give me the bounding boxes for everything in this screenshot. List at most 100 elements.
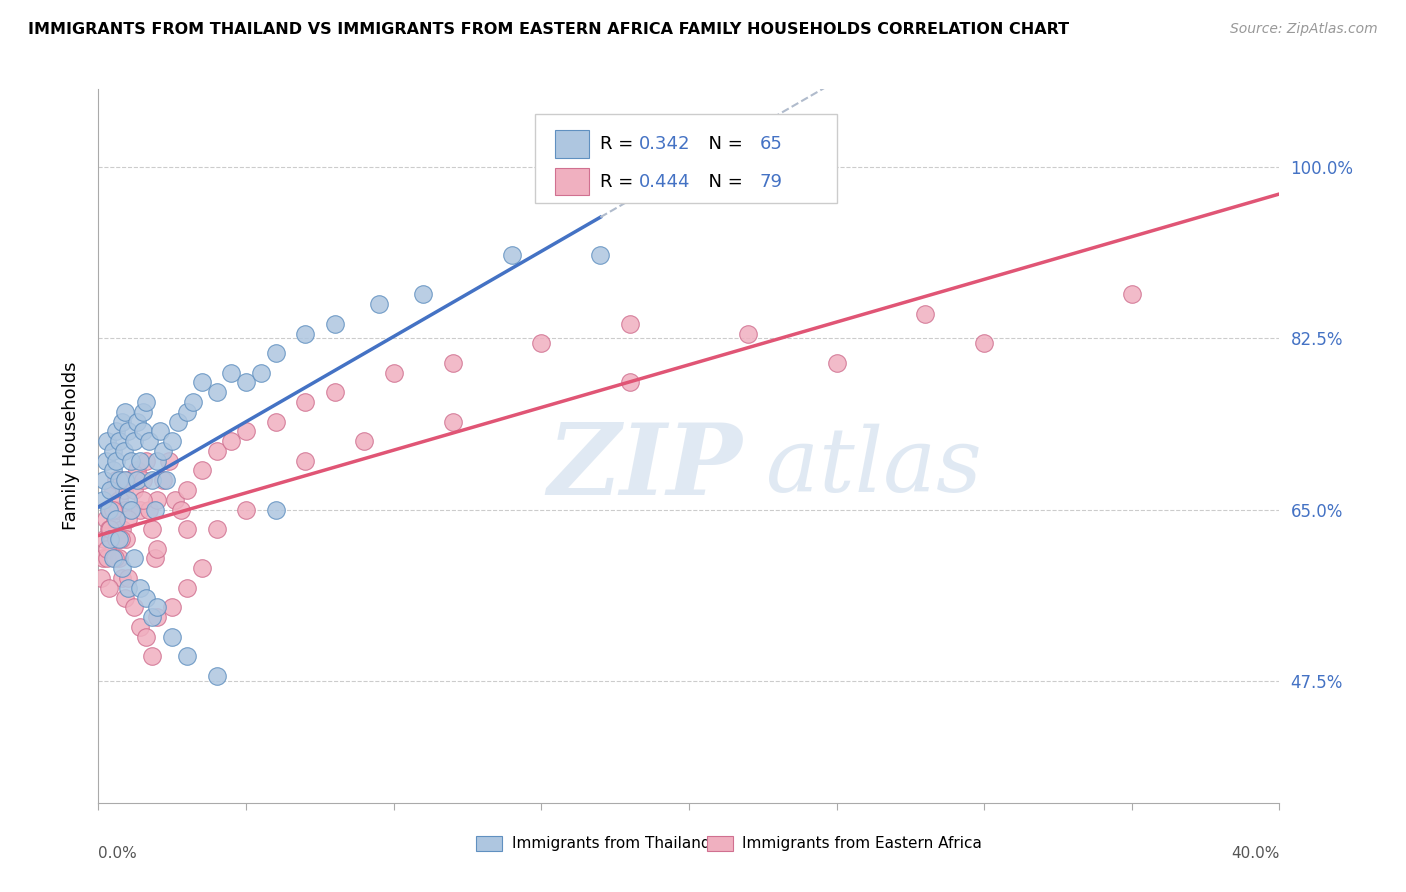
Text: N =: N = — [697, 173, 749, 191]
Point — [235, 502, 257, 516]
Point — [128, 620, 150, 634]
Point — [264, 502, 287, 516]
Point — [146, 600, 169, 615]
Point — [122, 434, 145, 449]
Point — [323, 385, 346, 400]
Point — [146, 610, 169, 624]
Point — [221, 434, 243, 449]
Point — [98, 502, 121, 516]
Point — [205, 385, 228, 400]
Point — [441, 415, 464, 429]
Point — [412, 287, 434, 301]
Point — [176, 522, 198, 536]
Point — [110, 473, 132, 487]
Point — [294, 453, 316, 467]
Point — [115, 532, 138, 546]
Point — [152, 473, 174, 487]
Text: 65: 65 — [759, 135, 783, 153]
Text: 0.342: 0.342 — [640, 135, 690, 153]
Point — [97, 502, 120, 516]
Point — [162, 600, 183, 615]
Bar — [555, 130, 589, 158]
Point — [117, 492, 139, 507]
Text: ZIP: ZIP — [547, 419, 742, 516]
Point — [441, 356, 464, 370]
Point — [117, 425, 139, 439]
Point — [135, 395, 157, 409]
Point — [98, 532, 121, 546]
Bar — [477, 836, 502, 851]
Point — [111, 522, 134, 536]
Point — [143, 551, 166, 566]
Point — [157, 453, 180, 467]
Point — [973, 336, 995, 351]
Text: atlas: atlas — [766, 424, 981, 511]
Text: Immigrants from Thailand: Immigrants from Thailand — [512, 836, 710, 851]
Point — [97, 522, 120, 536]
Point — [132, 473, 155, 487]
Point — [94, 512, 117, 526]
Point — [105, 512, 128, 526]
Text: IMMIGRANTS FROM THAILAND VS IMMIGRANTS FROM EASTERN AFRICA FAMILY HOUSEHOLDS COR: IMMIGRANTS FROM THAILAND VS IMMIGRANTS F… — [28, 22, 1069, 37]
Point — [94, 453, 117, 467]
Point — [914, 307, 936, 321]
Point — [143, 502, 166, 516]
Point — [98, 483, 121, 497]
Point — [162, 630, 183, 644]
Point — [250, 366, 273, 380]
Point — [128, 453, 150, 467]
Point — [125, 415, 148, 429]
Point — [105, 532, 128, 546]
Point — [112, 483, 135, 497]
Point — [125, 473, 148, 487]
Point — [107, 502, 129, 516]
Point — [589, 248, 612, 262]
Point — [125, 463, 148, 477]
Point — [181, 395, 204, 409]
Point — [235, 425, 257, 439]
Point — [191, 463, 214, 477]
Point — [111, 561, 134, 575]
FancyBboxPatch shape — [536, 114, 837, 203]
Point — [141, 522, 163, 536]
Point — [135, 630, 157, 644]
Point — [120, 502, 142, 516]
Point — [132, 425, 155, 439]
Point — [170, 502, 193, 516]
Point — [108, 434, 131, 449]
Point — [191, 561, 214, 575]
Point — [114, 591, 136, 605]
Text: 40.0%: 40.0% — [1232, 846, 1279, 861]
Point — [132, 492, 155, 507]
Point — [108, 551, 131, 566]
Point — [120, 502, 142, 516]
Point — [530, 336, 553, 351]
Y-axis label: Family Households: Family Households — [62, 362, 80, 530]
Point — [103, 551, 125, 566]
Point — [155, 473, 177, 487]
Point — [110, 532, 132, 546]
Text: R =: R = — [600, 135, 640, 153]
Point — [162, 434, 183, 449]
Point — [382, 366, 405, 380]
Bar — [555, 169, 589, 195]
Point — [368, 297, 391, 311]
Point — [205, 443, 228, 458]
Point — [176, 405, 198, 419]
Point — [141, 649, 163, 664]
Point — [135, 453, 157, 467]
Point — [96, 541, 118, 556]
Point — [117, 581, 139, 595]
Point — [619, 376, 641, 390]
Point — [128, 581, 150, 595]
Point — [146, 541, 169, 556]
Point — [104, 512, 127, 526]
Point — [146, 492, 169, 507]
Point — [138, 434, 160, 449]
Point — [141, 473, 163, 487]
Point — [114, 405, 136, 419]
Point — [90, 571, 112, 585]
Point — [114, 473, 136, 487]
Point — [93, 532, 115, 546]
Text: N =: N = — [697, 135, 749, 153]
